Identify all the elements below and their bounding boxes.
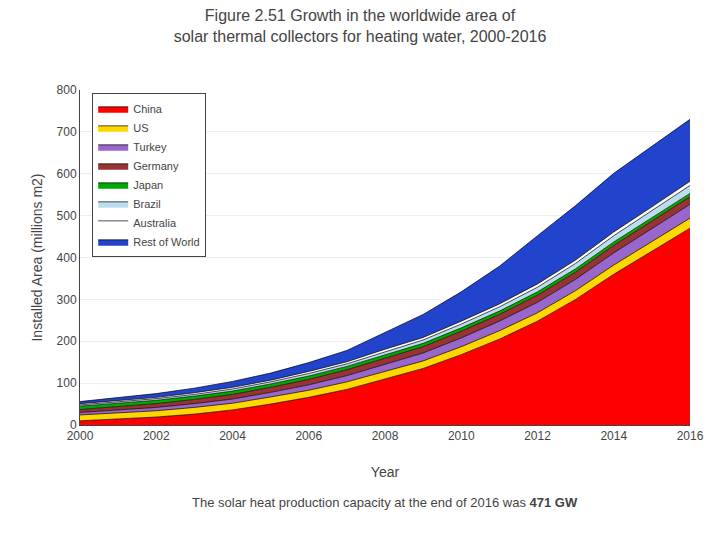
svg-text:Installed Area (millions m2): Installed Area (millions m2): [29, 173, 45, 341]
svg-text:2010: 2010: [448, 429, 475, 443]
svg-text:Japan: Japan: [133, 179, 163, 191]
svg-text:400: 400: [57, 251, 77, 265]
svg-text:2016: 2016: [677, 429, 704, 443]
svg-text:700: 700: [57, 125, 77, 139]
svg-text:300: 300: [57, 293, 77, 307]
svg-text:2006: 2006: [295, 429, 322, 443]
svg-text:Year: Year: [371, 464, 400, 480]
svg-text:100: 100: [57, 376, 77, 390]
svg-text:The solar heat production capa: The solar heat production capacity at th…: [192, 495, 578, 510]
svg-text:Rest of World: Rest of World: [133, 236, 199, 248]
svg-text:200: 200: [57, 334, 77, 348]
svg-text:Australia: Australia: [133, 217, 177, 229]
svg-text:Figure 2.51 Growth in the worl: Figure 2.51 Growth in the worldwide area…: [174, 7, 547, 45]
svg-text:Turkey: Turkey: [133, 141, 167, 153]
svg-text:Brazil: Brazil: [133, 198, 161, 210]
svg-text:US: US: [133, 122, 148, 134]
svg-text:2004: 2004: [219, 429, 246, 443]
svg-text:500: 500: [57, 209, 77, 223]
svg-text:600: 600: [57, 167, 77, 181]
svg-text:2002: 2002: [143, 429, 170, 443]
svg-text:2000: 2000: [67, 429, 94, 443]
svg-text:2012: 2012: [524, 429, 551, 443]
svg-text:Germany: Germany: [133, 160, 179, 172]
svg-text:2008: 2008: [372, 429, 399, 443]
svg-text:800: 800: [57, 83, 77, 97]
svg-text:2014: 2014: [600, 429, 627, 443]
svg-text:China: China: [133, 103, 163, 115]
svg-text:0: 0: [70, 418, 77, 432]
